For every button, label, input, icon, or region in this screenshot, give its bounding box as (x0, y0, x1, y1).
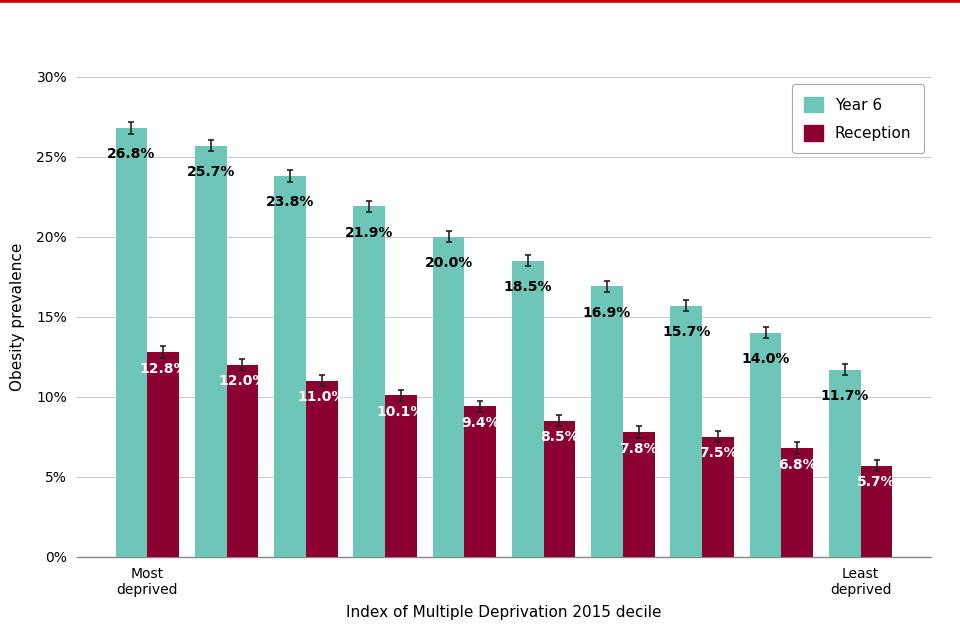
X-axis label: Index of Multiple Deprivation 2015 decile: Index of Multiple Deprivation 2015 decil… (347, 605, 661, 620)
Bar (115, 128, 147, 557)
Text: 21.9%: 21.9% (345, 226, 394, 239)
Text: 7.5%: 7.5% (699, 447, 737, 460)
Bar (465, 406, 496, 557)
Text: 11.0%: 11.0% (298, 390, 346, 404)
Text: 12.8%: 12.8% (139, 362, 187, 376)
Y-axis label: Obesity prevalence: Obesity prevalence (11, 243, 25, 391)
Bar (195, 146, 227, 557)
Bar (781, 448, 813, 557)
Text: 14.0%: 14.0% (741, 352, 790, 366)
Bar (227, 365, 258, 557)
Text: 15.7%: 15.7% (662, 325, 710, 339)
Text: 11.7%: 11.7% (821, 388, 869, 403)
Text: 9.4%: 9.4% (461, 416, 499, 430)
Text: 23.8%: 23.8% (266, 195, 314, 209)
Text: 8.5%: 8.5% (540, 430, 579, 444)
Text: 10.1%: 10.1% (376, 405, 425, 419)
Bar (385, 395, 417, 557)
Bar (275, 176, 306, 557)
Bar (353, 206, 385, 557)
Bar (828, 370, 861, 557)
Bar (306, 381, 338, 557)
Bar (512, 261, 543, 557)
Text: 26.8%: 26.8% (108, 147, 156, 161)
Bar (433, 237, 465, 557)
Bar (750, 333, 781, 557)
Text: 7.8%: 7.8% (619, 442, 658, 456)
Bar (623, 432, 655, 557)
Text: 5.7%: 5.7% (857, 475, 896, 489)
Bar (147, 352, 180, 557)
Bar (861, 466, 893, 557)
Text: 6.8%: 6.8% (778, 458, 817, 472)
Bar (543, 421, 575, 557)
Bar (591, 287, 623, 557)
Legend: Year 6, Reception: Year 6, Reception (792, 84, 924, 153)
Text: 16.9%: 16.9% (583, 306, 631, 319)
Text: 12.0%: 12.0% (218, 374, 267, 388)
Text: 18.5%: 18.5% (504, 280, 552, 294)
Text: 20.0%: 20.0% (424, 256, 472, 270)
Bar (670, 306, 702, 557)
Text: 25.7%: 25.7% (186, 164, 235, 179)
Bar (702, 436, 733, 557)
